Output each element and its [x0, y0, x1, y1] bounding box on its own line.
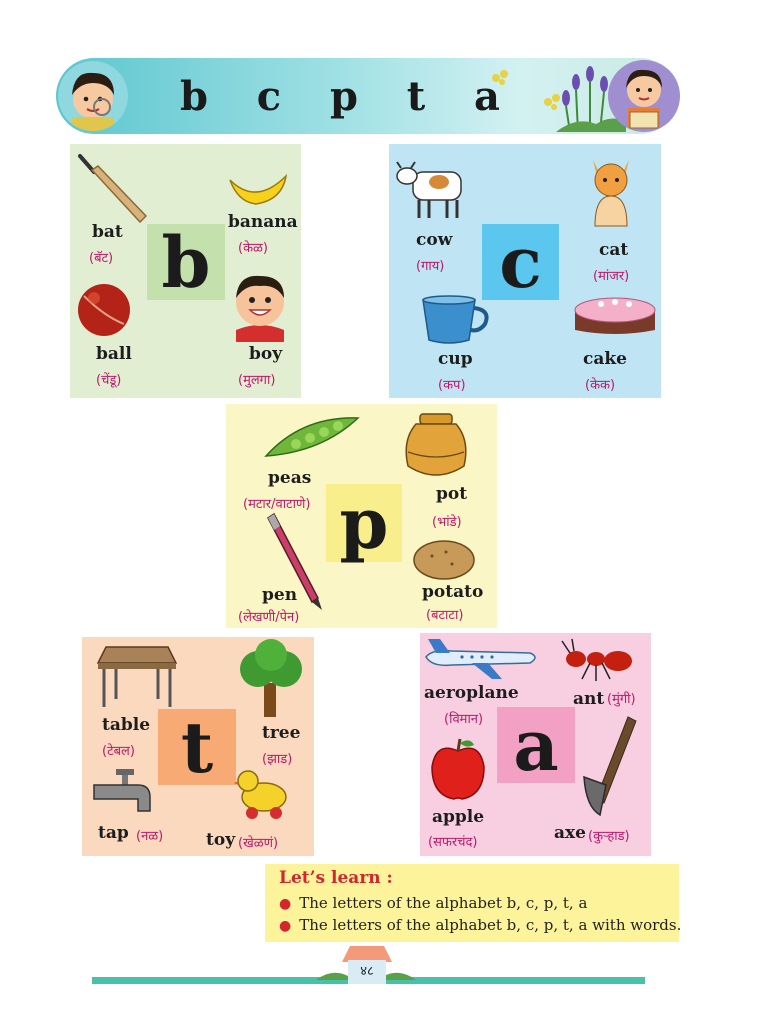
word-tree-marathi: (झाड)	[262, 752, 293, 767]
flowers-icon	[492, 66, 626, 132]
word-pot-marathi: (भांडे)	[432, 515, 462, 530]
learn-item: ● The letters of the alphabet b, c, p, t,…	[279, 894, 587, 912]
word-bat: bat	[92, 222, 123, 242]
word-potato-marathi: (बटाटा)	[426, 608, 464, 623]
cow-icon	[396, 161, 462, 218]
word-potato: potato	[422, 582, 484, 602]
word-peas-marathi: (मटार/वाटाणे)	[243, 497, 311, 512]
banner-letter: p	[329, 72, 358, 120]
word-cake-marathi: (केक)	[585, 378, 616, 393]
word-axe: axe	[554, 823, 586, 843]
pen-icon	[267, 512, 322, 610]
boy-reading-avatar-icon	[608, 60, 680, 132]
girl-avatar-icon	[58, 61, 128, 131]
word-axe-marathi: (कुऱ्हाड)	[588, 829, 630, 844]
word-table: table	[102, 715, 151, 735]
word-cow: cow	[416, 230, 453, 250]
word-boy-marathi: (मुलगा)	[238, 373, 276, 388]
letter-box: a	[497, 704, 575, 787]
lets-learn-box: Let’s learn : ● The letters of the alphab…	[265, 864, 681, 942]
aeroplane-icon	[425, 639, 536, 679]
word-aeroplane: aeroplane	[424, 683, 519, 703]
tree-icon	[240, 639, 302, 717]
panel-letter-b: b bat (बॅट) banana (केळ) ball (चेंडू) bo…	[70, 144, 301, 398]
word-pen: pen	[262, 585, 298, 605]
word-tree: tree	[262, 723, 301, 743]
word-apple-marathi: (सफरचंद)	[428, 835, 478, 850]
word-cake: cake	[583, 349, 627, 369]
letter-box: c	[482, 221, 559, 304]
potato-icon	[413, 540, 475, 580]
lets-learn-title: Let’s learn :	[279, 868, 393, 888]
word-toy-marathi: (खेळणं)	[238, 836, 279, 851]
word-cup: cup	[438, 349, 473, 369]
cup-icon	[422, 295, 489, 344]
learn-item: ● The letters of the alphabet b, c, p, t,…	[279, 916, 681, 934]
panel-letter-a: a aeroplane (विमान) ant (मुंगी) apple (स…	[420, 633, 651, 856]
banana-icon	[229, 173, 288, 205]
word-cat: cat	[599, 240, 629, 260]
title-banner: b c p t a	[56, 58, 680, 134]
tap-icon	[93, 769, 151, 812]
word-ball-marathi: (चेंडू)	[96, 373, 122, 388]
panel-letter-p: p peas (मटार/वाटाणे) pot (भांडे) pen (ले…	[226, 404, 497, 628]
letter-box: b	[147, 221, 225, 304]
banner-letters: b c p t a	[180, 68, 500, 124]
word-tap-marathi: (नळ)	[136, 829, 164, 844]
word-cow-marathi: (गाय)	[416, 259, 445, 274]
word-bat-marathi: (बॅट)	[89, 251, 114, 266]
letter-box: p	[326, 482, 402, 565]
word-boy: boy	[249, 344, 283, 364]
house-roof-icon	[342, 946, 392, 962]
word-apple: apple	[432, 807, 485, 827]
learn-item-text: The letters of the alphabet b, c, p, t, …	[299, 916, 682, 934]
word-cat-marathi: (मांजर)	[593, 269, 630, 284]
table-icon	[96, 646, 178, 707]
word-tap: tap	[98, 823, 129, 843]
apple-icon	[431, 738, 485, 800]
word-peas: peas	[268, 468, 312, 488]
learn-item-text: The letters of the alphabet b, c, p, t, …	[299, 894, 588, 912]
cake-icon	[574, 297, 656, 334]
axe-icon	[583, 716, 637, 817]
page-number: ४८	[348, 960, 386, 984]
banner-letter: b	[180, 72, 208, 120]
word-banana: banana	[228, 212, 298, 232]
panel-letter-t: t table (टेबल) tree (झाड) tap (नळ) toy (…	[82, 637, 314, 856]
banner-letter: t	[406, 72, 426, 120]
word-toy: toy	[206, 830, 236, 850]
bullet-icon: ●	[279, 896, 292, 912]
toy-icon	[234, 770, 287, 819]
word-cup-marathi: (कप)	[438, 378, 466, 393]
peas-icon	[264, 417, 360, 457]
word-pot: pot	[436, 484, 468, 504]
boy-icon	[236, 275, 284, 342]
banner-letter: c	[256, 72, 282, 120]
letter-box: t	[158, 706, 236, 789]
word-ant-marathi: (मुंगी)	[607, 692, 636, 707]
ant-icon	[561, 638, 632, 681]
word-ball: ball	[96, 344, 132, 364]
panel-letter-c: c cow (गाय) cat (मांजर) cup (कप) cake (क…	[389, 144, 661, 398]
word-pen-marathi: (लेखणी/पेन)	[238, 610, 300, 625]
bat-icon	[78, 154, 148, 224]
cat-icon	[593, 160, 629, 227]
word-banana-marathi: (केळ)	[238, 241, 269, 256]
bullet-icon: ●	[279, 918, 292, 934]
word-table-marathi: (टेबल)	[102, 744, 135, 759]
word-ant: ant	[573, 689, 605, 709]
pot-icon	[405, 413, 467, 476]
word-aeroplane-marathi: (विमान)	[444, 712, 484, 727]
ball-icon	[78, 284, 130, 336]
